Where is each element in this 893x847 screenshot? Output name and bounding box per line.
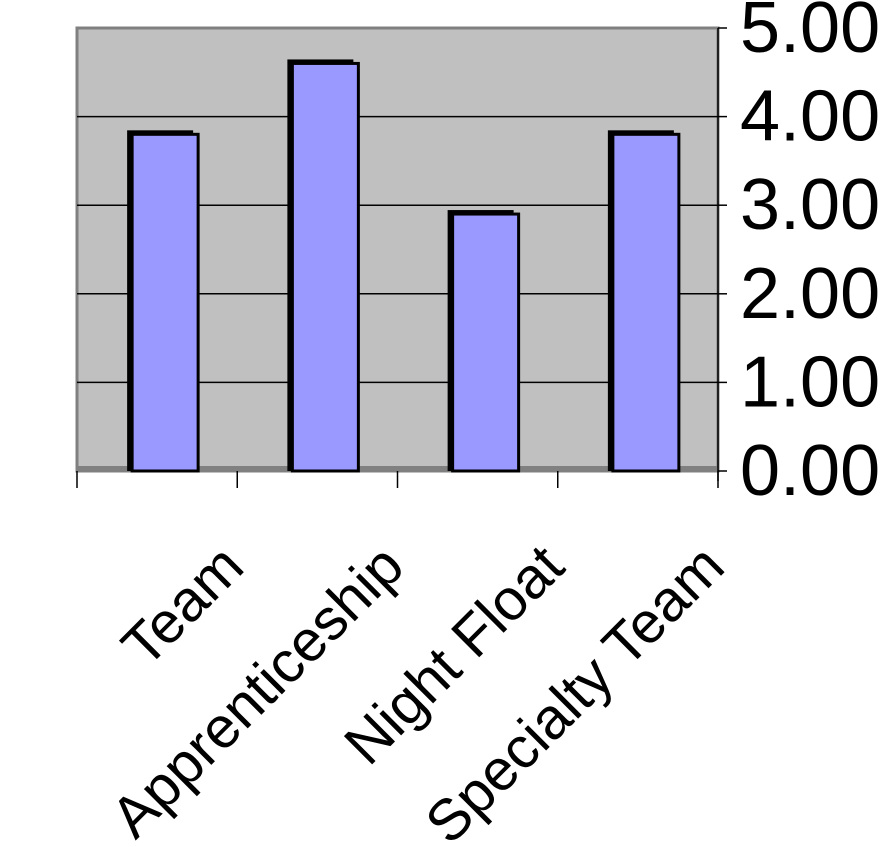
y-tick-label: 4.00	[740, 77, 880, 157]
x-tick-label: Team	[109, 533, 255, 679]
bars	[127, 59, 681, 473]
y-tick-label: 3.00	[740, 165, 880, 245]
bar	[130, 132, 200, 473]
bar	[290, 61, 360, 473]
y-tick-label: 2.00	[740, 254, 880, 334]
bar	[611, 132, 681, 473]
x-tick-label: Apprenticeship	[99, 533, 416, 847]
y-axis: 0.00 1.002.00 3.004.00 5.00	[717, 0, 880, 511]
y-tick-label: 0.00	[740, 431, 880, 511]
y-tick-label: 5.00	[740, 0, 880, 68]
y-tick-label: 1.00	[740, 342, 880, 422]
bar	[451, 212, 521, 473]
